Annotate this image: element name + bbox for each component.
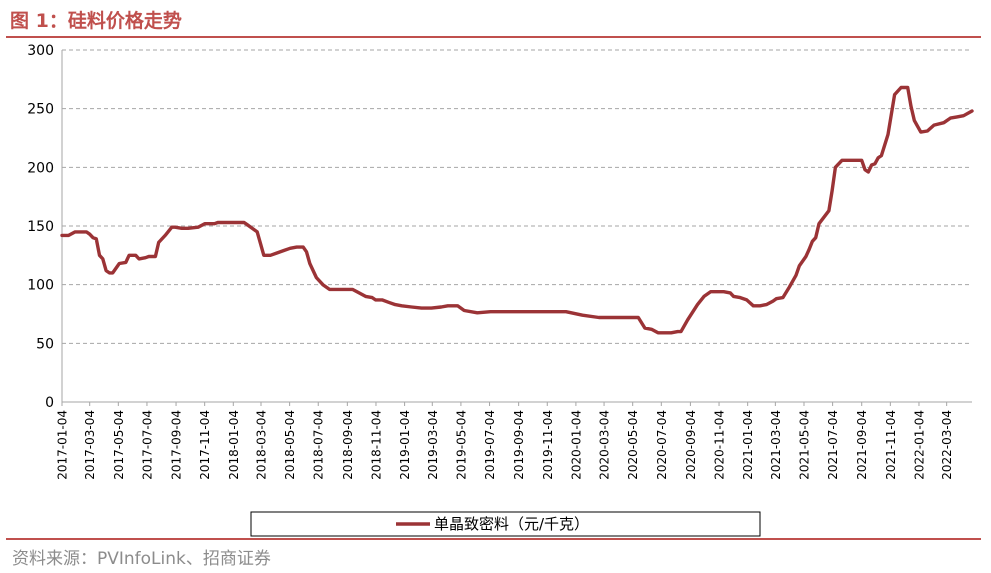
x-tick-label: 2020-01-04 xyxy=(569,410,583,480)
x-tick-label: 2020-05-04 xyxy=(626,410,640,480)
x-tick-label: 2017-11-04 xyxy=(198,410,212,480)
legend: 单晶致密料（元/千克） xyxy=(250,511,761,537)
x-tick-label: 2020-07-04 xyxy=(655,410,669,480)
x-tick-label: 2017-09-04 xyxy=(170,410,184,480)
y-tick-label: 100 xyxy=(27,278,54,294)
legend-box xyxy=(250,511,761,537)
x-tick-label: 2020-09-04 xyxy=(684,410,698,480)
x-tick-label: 2018-01-04 xyxy=(227,410,241,480)
x-tick-label: 2019-09-04 xyxy=(512,410,526,480)
legend-label: 单晶致密料（元/千克） xyxy=(434,515,589,533)
x-axis-ticks: 2017-01-04 2017-03-04 2017-05-04 2017-07-04… xyxy=(56,402,954,480)
x-tick-label: 2017-01-04 xyxy=(56,410,70,480)
x-tick-label: 2022-01-04 xyxy=(912,410,926,480)
x-tick-label: 2019-03-04 xyxy=(426,410,440,480)
x-tick-label: 2021-05-04 xyxy=(797,410,811,480)
x-tick-label: 2022-03-04 xyxy=(940,410,954,480)
x-tick-label: 2017-05-04 xyxy=(112,410,126,480)
x-tick-label: 2018-05-04 xyxy=(283,410,297,480)
top-rule xyxy=(6,36,981,38)
x-tick-label: 2020-11-04 xyxy=(713,410,727,480)
x-tick-label: 2021-07-04 xyxy=(826,410,840,480)
x-tick-label: 2017-07-04 xyxy=(140,410,154,480)
x-tick-label: 2021-03-04 xyxy=(769,410,783,480)
y-tick-label: 50 xyxy=(36,336,54,352)
x-tick-label: 2019-11-04 xyxy=(541,410,555,480)
y-tick-label: 200 xyxy=(27,160,54,176)
x-tick-label: 2018-03-04 xyxy=(254,410,268,480)
x-tick-label: 2021-09-04 xyxy=(855,410,869,480)
x-tick-label: 2019-07-04 xyxy=(483,410,497,480)
x-tick-label: 2018-07-04 xyxy=(312,410,326,480)
source-note: 资料来源：PVInfoLink、招商证券 xyxy=(12,549,271,569)
bottom-rule xyxy=(6,538,981,540)
x-tick-label: 2021-11-04 xyxy=(884,410,898,480)
y-axis-ticks: 0 50 100 150 200 250 300 xyxy=(27,43,54,411)
x-tick-label: 2018-11-04 xyxy=(369,410,383,480)
gridlines xyxy=(62,49,972,344)
x-tick-label: 2021-01-04 xyxy=(741,410,755,480)
y-tick-label: 150 xyxy=(27,219,54,235)
x-tick-label: 2020-03-04 xyxy=(598,410,612,480)
series-line-mono-dense-silicon xyxy=(60,85,974,335)
x-tick-label: 2018-09-04 xyxy=(341,410,355,480)
figure-title: 图 1：硅料价格走势 xyxy=(10,10,182,32)
y-tick-label: 0 xyxy=(45,395,54,411)
y-tick-label: 300 xyxy=(27,43,54,59)
y-tick-label: 250 xyxy=(27,102,54,118)
x-tick-label: 2019-05-04 xyxy=(454,410,468,480)
x-tick-label: 2017-03-04 xyxy=(83,410,97,480)
x-tick-label: 2019-01-04 xyxy=(398,410,412,480)
